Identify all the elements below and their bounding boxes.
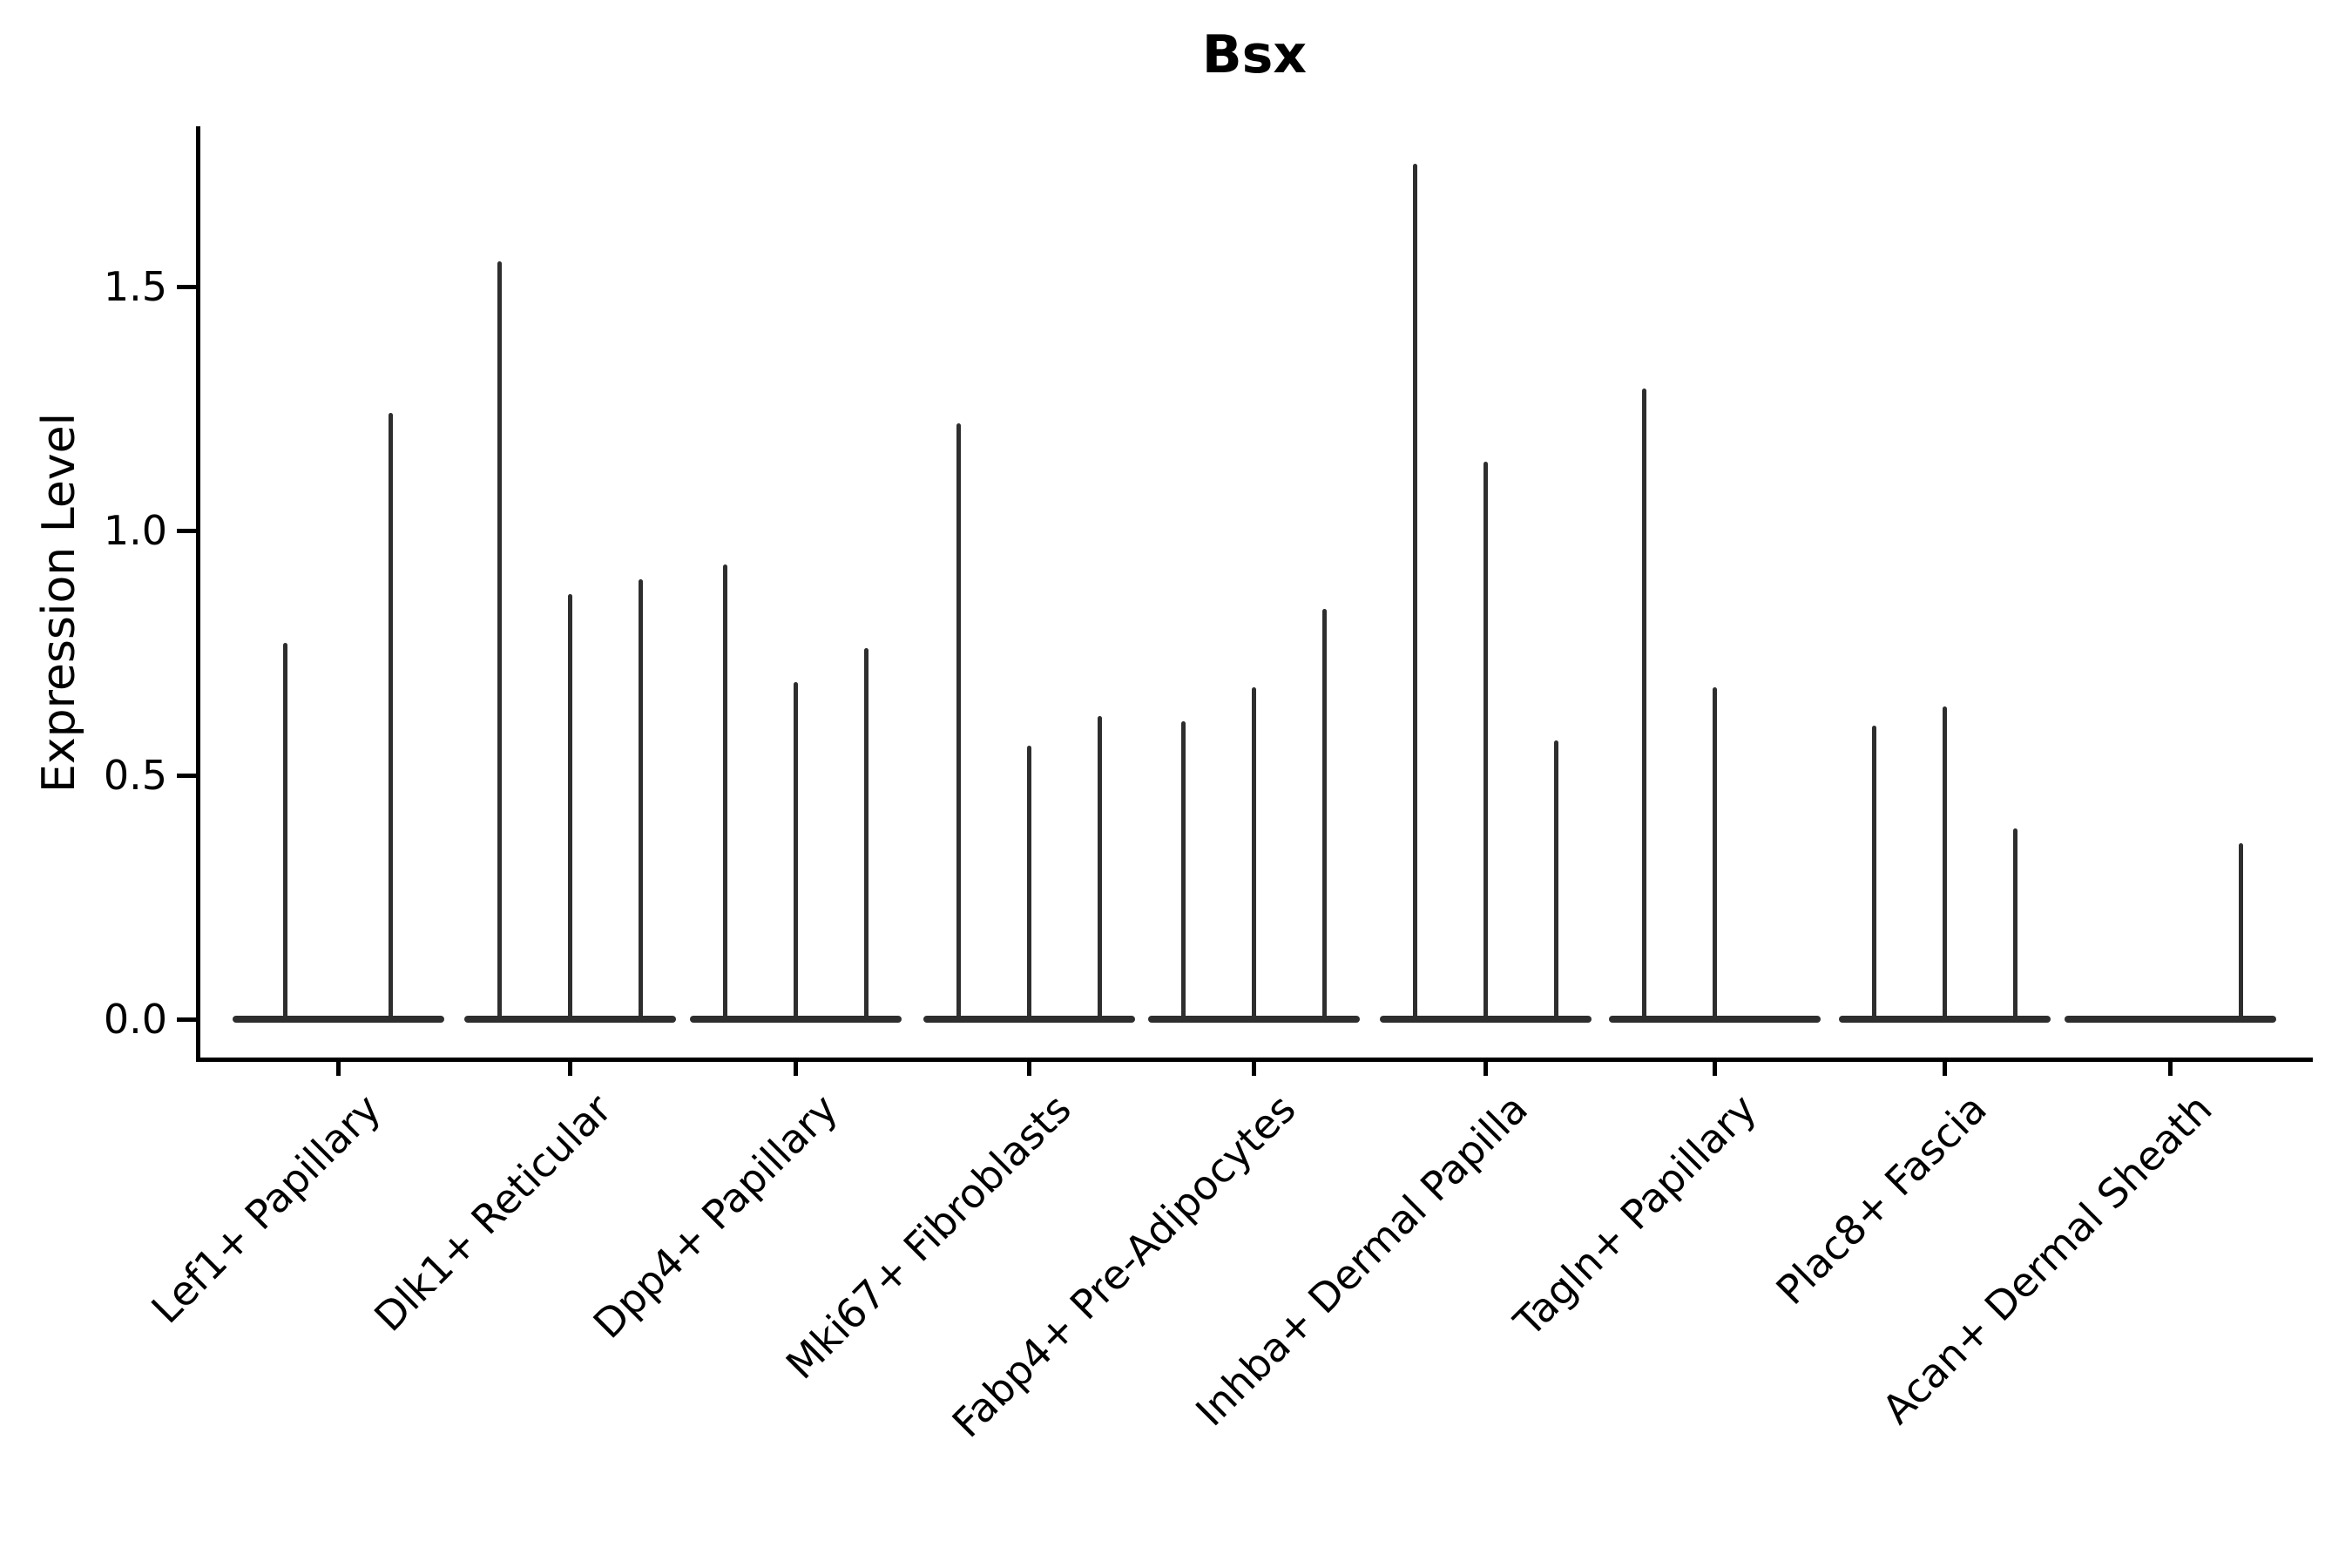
violin-spike — [1412, 164, 1417, 1019]
violin-base — [1379, 1016, 1592, 1023]
violin-base — [1147, 1016, 1360, 1023]
x-tick-label: Plac8+ Fascia — [1767, 1085, 1996, 1314]
violin-spike — [567, 593, 572, 1019]
x-tick-mark — [1943, 1062, 1947, 1076]
y-tick-label: 1.5 — [103, 262, 167, 310]
violin-spike — [1026, 745, 1031, 1019]
violin-base — [232, 1016, 444, 1023]
violin-spike — [1097, 716, 1102, 1019]
x-tick-mark — [794, 1062, 798, 1076]
y-tick-mark — [177, 284, 196, 289]
x-tick-mark — [1252, 1062, 1256, 1076]
y-tick-mark — [177, 773, 196, 778]
x-tick-label: Dpp4+ Papillary — [584, 1085, 847, 1348]
violin-spike — [1180, 720, 1186, 1019]
y-tick-mark — [177, 1017, 196, 1022]
violin-base — [1608, 1016, 1821, 1023]
violin-spike — [793, 681, 798, 1019]
violin-spike — [722, 564, 727, 1019]
x-tick-mark — [336, 1062, 341, 1076]
violin-spike — [1251, 686, 1256, 1019]
chart-title: Bsx — [1201, 24, 1308, 85]
violin-spike — [1641, 389, 1646, 1019]
x-tick-label: Dlk1+ Reticular — [365, 1085, 621, 1341]
violin-base — [2064, 1016, 2276, 1023]
x-tick-mark — [1713, 1062, 1717, 1076]
violin-base — [689, 1016, 902, 1023]
y-tick-label: 0.5 — [103, 751, 167, 799]
violin-spike — [956, 422, 961, 1019]
violin-spike — [1712, 686, 1717, 1019]
violin-spike — [282, 643, 287, 1019]
violin-base — [463, 1016, 676, 1023]
x-tick-mark — [2168, 1062, 2173, 1076]
violin-spike — [638, 579, 643, 1019]
x-tick-label: Tagln+ Papillary — [1504, 1085, 1766, 1346]
y-tick-label: 0.0 — [103, 996, 167, 1043]
violin-spike — [497, 261, 502, 1019]
x-tick-mark — [1484, 1062, 1488, 1076]
violin-spike — [389, 413, 394, 1019]
violin-spike — [863, 647, 868, 1019]
violin-base — [923, 1016, 1135, 1023]
x-tick-mark — [568, 1062, 572, 1076]
y-tick-mark — [177, 529, 196, 533]
violin-spike — [2238, 843, 2243, 1019]
x-tick-label: Lef1+ Papillary — [141, 1085, 389, 1333]
violin-spike — [1942, 706, 1947, 1019]
y-axis-spine — [196, 126, 200, 1062]
violin-base — [1838, 1016, 2051, 1023]
violin-spike — [1871, 726, 1876, 1019]
violin-spike — [1483, 462, 1488, 1019]
violin-spike — [1321, 608, 1327, 1019]
x-axis-spine — [196, 1058, 2313, 1062]
violin-spike — [1553, 740, 1558, 1019]
y-tick-label: 1.0 — [103, 507, 167, 554]
violin-spike — [2012, 828, 2017, 1019]
x-tick-mark — [1027, 1062, 1031, 1076]
